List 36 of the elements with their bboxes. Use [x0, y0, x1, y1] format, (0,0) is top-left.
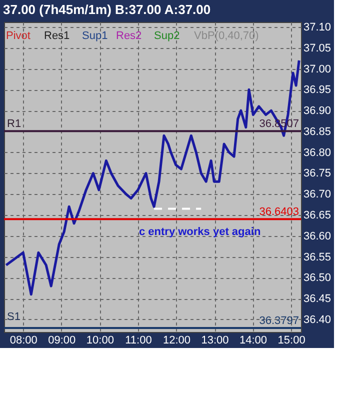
- annotation: Pivot: [6, 30, 30, 42]
- y-tick-label: 37.00: [304, 63, 332, 76]
- y-tick-label: 36.65: [304, 210, 332, 222]
- y-tick-label: 37.05: [304, 42, 332, 54]
- x-tick-label: 11:00: [125, 334, 152, 346]
- annotation: Res1: [44, 30, 70, 42]
- y-tick-label: 36.70: [304, 188, 332, 201]
- x-tick-label: 08:00: [10, 334, 38, 346]
- annotation: R1: [7, 118, 22, 130]
- ref-line-label: 36.6403: [259, 206, 299, 218]
- annotation: Sup2: [154, 30, 180, 42]
- y-tick-label: 36.45: [304, 293, 332, 306]
- annotation: c entry works yet again: [139, 226, 261, 238]
- y-tick-label: 36.40: [304, 314, 332, 326]
- annotation: Res2: [116, 30, 142, 42]
- y-tick-label: 36.75: [304, 168, 332, 180]
- line-series: [4, 59, 300, 296]
- x-tick-label: 15:00: [278, 334, 306, 346]
- chart-title: 37.00 (7h45m/1m) B:37.00 A:37.00: [3, 2, 211, 18]
- x-tick-label: 09:00: [48, 334, 76, 346]
- y-tick-label: 36.80: [304, 146, 332, 159]
- annotation: VbP(0,40,70): [194, 30, 259, 42]
- x-tick-label: 12:00: [162, 334, 190, 346]
- x-tick-label: 10:00: [86, 334, 114, 346]
- y-tick-label: 36.85: [304, 126, 332, 138]
- y-tick-label: 36.90: [304, 105, 332, 118]
- y-tick-label: 37.10: [304, 22, 332, 34]
- annotation: S1: [7, 311, 20, 323]
- y-tick-label: 36.55: [304, 251, 332, 264]
- y-tick-label: 36.50: [304, 272, 332, 284]
- y-tick-label: 36.95: [304, 84, 332, 96]
- annotation: Sup1: [82, 30, 108, 42]
- x-tick-label: 14:00: [240, 334, 268, 346]
- ref-line-label: 36.3797: [259, 314, 299, 327]
- y-tick-label: 36.60: [304, 230, 332, 242]
- x-tick-label: 13:00: [201, 334, 229, 346]
